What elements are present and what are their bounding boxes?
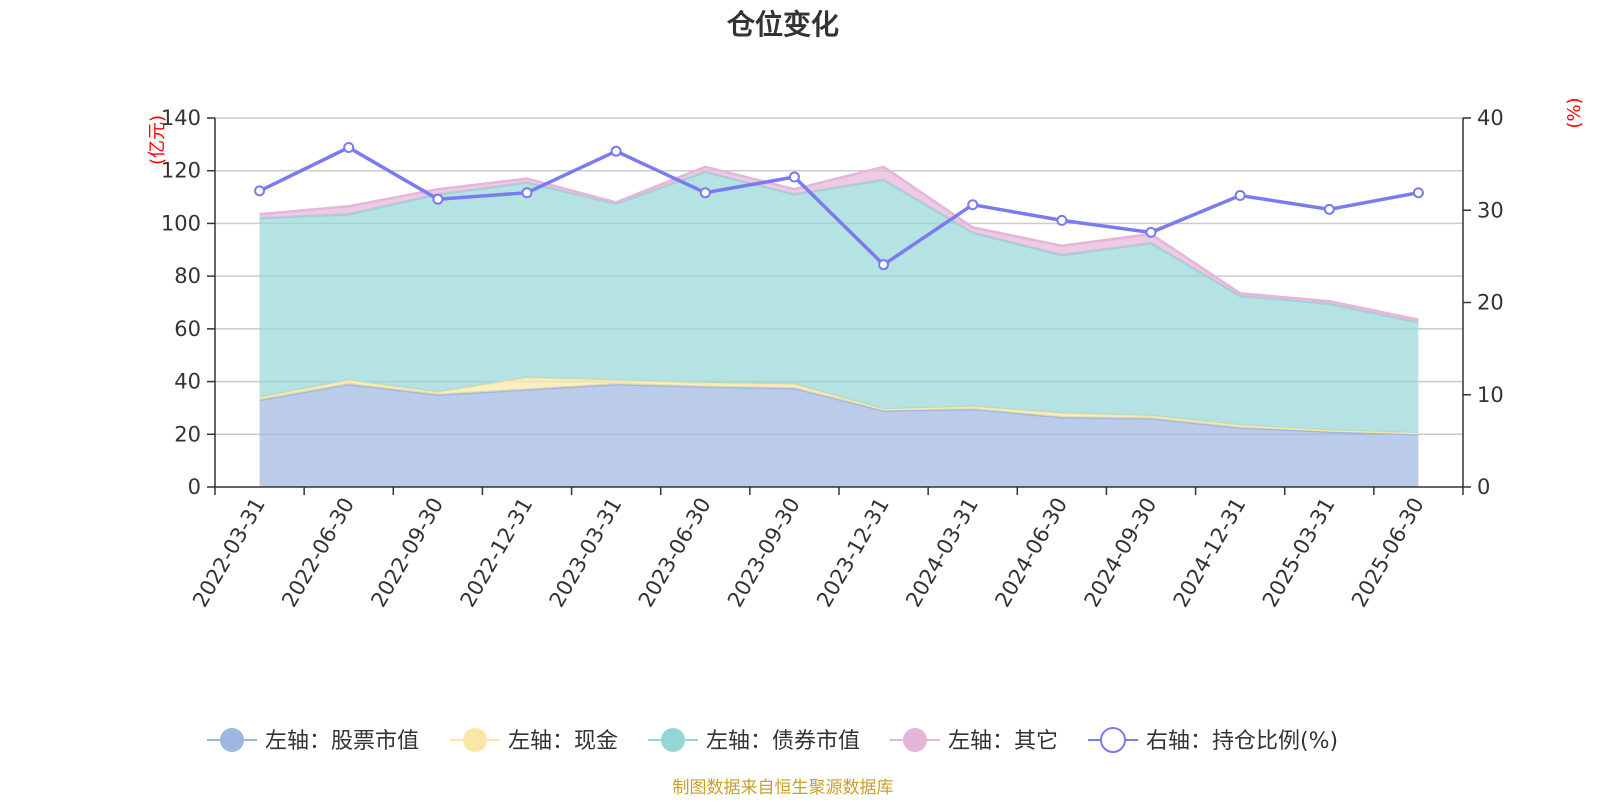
left-tick-label: 0 [188,475,201,499]
chart-title: 仓位变化 [727,8,839,41]
x-tick-label: 2024-09-30 [1080,494,1162,612]
line-point [432,193,444,205]
right-tick-label: 20 [1477,291,1504,315]
legend-label: 左轴：现金 [508,729,618,754]
legend-marker [463,728,487,752]
line-point [1234,189,1246,201]
x-tick-label: 2024-03-31 [901,494,983,612]
line-point [967,199,979,211]
legend-marker [220,728,244,752]
right-tick-label: 30 [1477,198,1504,222]
x-tick-label: 2022-12-31 [456,494,538,612]
x-tick-label: 2023-12-31 [812,494,894,612]
area-fill [259,384,1419,487]
left-tick-label: 60 [174,317,201,341]
line-point [343,142,355,154]
line-point [788,171,800,183]
line-point [699,187,711,199]
line-series-path [258,145,1419,267]
left-axis-label: (亿元) [147,115,168,165]
line-point [1412,187,1424,199]
area-edge [259,165,1419,321]
left-tick-label: 20 [174,422,201,446]
line-point [610,145,622,157]
left-tick-label: 100 [161,211,201,235]
legend-marker [661,728,685,752]
line-series [254,142,1424,271]
left-tick-label: 140 [161,106,201,130]
right-tick-label: 0 [1477,475,1490,499]
x-tick-label: 2022-06-30 [277,494,359,612]
data-source-note: 制图数据来自恒生聚源数据库 [673,778,894,798]
line-point [878,259,890,271]
right-axis-label: (%) [1564,97,1585,128]
legend-label: 左轴：其它 [948,729,1058,754]
right-tick-label: 10 [1477,383,1504,407]
x-tick-label: 2024-06-30 [990,494,1072,612]
legend: 左轴：股票市值 左轴：现金 左轴：债券市值 左轴：其它 右轴：持仓比例(%) [207,727,1338,754]
x-tick-label: 2025-03-31 [1258,494,1340,612]
area-series [259,165,1419,487]
left-tick-label: 40 [174,370,201,394]
area-fill [259,172,1419,433]
legend-label: 左轴：股票市值 [265,729,419,754]
line-point [1145,226,1157,238]
x-tick-label: 2025-06-30 [1347,494,1429,612]
legend-marker [1100,727,1126,753]
x-tick-label: 2024-12-31 [1169,494,1251,612]
left-tick-label: 120 [161,159,201,183]
left-tick-label: 80 [174,264,201,288]
line-point [1323,203,1335,215]
legend-label: 右轴：持仓比例(%) [1146,729,1338,754]
legend-marker [903,728,927,752]
line-point [254,185,266,197]
x-tick-label: 2022-03-31 [188,494,270,612]
x-tick-label: 2023-09-30 [723,494,805,612]
line-point [521,187,533,199]
legend-label: 左轴：债券市值 [706,729,860,754]
line-point [1056,214,1068,226]
x-tick-label: 2023-03-31 [545,494,627,612]
x-tick-label: 2022-09-30 [366,494,448,612]
x-tick-label: 2023-06-30 [634,494,716,612]
right-tick-label: 40 [1477,106,1504,130]
